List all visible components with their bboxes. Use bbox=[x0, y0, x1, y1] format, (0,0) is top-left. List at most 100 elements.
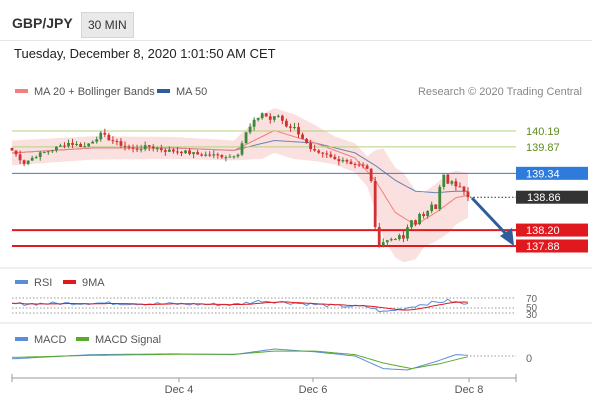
candle-body bbox=[46, 151, 50, 153]
candle-body bbox=[240, 143, 244, 155]
rsi-legend-label: RSI bbox=[34, 277, 52, 289]
candle-body bbox=[167, 149, 171, 152]
candle-body bbox=[204, 154, 208, 156]
candle-body bbox=[184, 150, 187, 154]
candle-body bbox=[22, 160, 26, 164]
candle-body bbox=[91, 141, 95, 144]
candle-body bbox=[426, 211, 430, 217]
candle-body bbox=[220, 155, 224, 158]
candle-body bbox=[345, 160, 349, 162]
candle-body bbox=[196, 152, 200, 155]
rsi-ma-line bbox=[11, 301, 469, 311]
arrow-head bbox=[500, 228, 514, 246]
candle-body bbox=[50, 150, 54, 152]
candle-body bbox=[224, 157, 228, 159]
ma50-legend-swatch bbox=[157, 89, 170, 93]
candle-body bbox=[216, 154, 220, 156]
candle-body bbox=[373, 180, 377, 228]
credit-label: Research © 2020 Trading Central bbox=[418, 86, 582, 98]
macd-legend-swatch bbox=[15, 337, 28, 341]
candle-body bbox=[385, 240, 389, 243]
support-label-box-2 bbox=[516, 239, 588, 253]
support-label-1: 138.20 bbox=[526, 225, 560, 237]
candle-body bbox=[26, 160, 30, 164]
ma20-legend-swatch bbox=[15, 89, 28, 93]
price-legend: MA 20 + Bollinger Bands MA 50 bbox=[15, 86, 207, 98]
candle-body bbox=[309, 143, 313, 149]
candle-body bbox=[450, 181, 454, 184]
candle-body bbox=[365, 165, 369, 169]
candle-body bbox=[276, 115, 280, 117]
chart-datetime: Tuesday, December 8, 2020 1:01:50 AM CET bbox=[14, 46, 276, 61]
candle-body bbox=[75, 144, 78, 146]
candle-body bbox=[305, 138, 308, 144]
candle-body bbox=[232, 156, 236, 158]
support-label-box-1 bbox=[516, 223, 588, 237]
rsi-tick-70: 70 bbox=[526, 294, 538, 305]
ma20-legend-label: MA 20 + Bollinger Bands bbox=[34, 86, 155, 98]
candle-body bbox=[353, 163, 357, 165]
candle-body bbox=[393, 239, 397, 241]
level-labels: 140.19 139.87 139.34 138.20 137.88 bbox=[516, 126, 588, 253]
candle-body bbox=[357, 164, 361, 166]
candle-body bbox=[402, 235, 405, 239]
candle-body bbox=[103, 132, 107, 135]
rsi-legend: RSI 9MA bbox=[15, 277, 105, 289]
candle-body bbox=[115, 141, 119, 143]
candle-body bbox=[87, 143, 91, 147]
timeframe-button[interactable]: 30 MIN bbox=[81, 12, 134, 38]
candle-body bbox=[248, 126, 252, 133]
candle-body bbox=[147, 145, 151, 147]
resistance-label-1: 140.19 bbox=[526, 126, 560, 138]
header-bar: GBP/JPY 30 MIN bbox=[0, 0, 592, 41]
candle-body bbox=[228, 156, 232, 158]
candle-body bbox=[135, 148, 139, 150]
candle-body bbox=[418, 213, 421, 225]
last-price-box bbox=[516, 190, 588, 204]
candle-body bbox=[430, 204, 434, 212]
macd-tick-0: 0 bbox=[526, 353, 532, 365]
pivot-label-box bbox=[516, 166, 588, 180]
macd-line bbox=[11, 348, 469, 371]
last-price-label: 138.86 bbox=[527, 192, 561, 204]
macd-signal-line bbox=[11, 350, 469, 370]
candle-body bbox=[434, 204, 438, 210]
candle-body bbox=[289, 126, 292, 128]
candle-body bbox=[410, 220, 413, 228]
candle-body bbox=[208, 154, 212, 156]
candle-body bbox=[34, 157, 38, 159]
candle-body bbox=[333, 156, 337, 160]
macd-legend: MACD MACD Signal bbox=[15, 334, 161, 346]
candle-body bbox=[442, 174, 446, 187]
candle-body bbox=[172, 149, 175, 152]
candle-body bbox=[54, 146, 58, 151]
candle-body bbox=[381, 242, 385, 246]
candle-body bbox=[59, 145, 62, 147]
candle-body bbox=[369, 168, 373, 181]
candle-body bbox=[325, 153, 329, 155]
candle-body bbox=[285, 120, 288, 127]
candle-body bbox=[268, 116, 272, 120]
candle-body bbox=[192, 152, 195, 154]
candle-body bbox=[143, 145, 147, 150]
candle-body bbox=[329, 154, 333, 157]
candle-body bbox=[111, 140, 115, 142]
candle-body bbox=[466, 191, 470, 198]
candles bbox=[10, 112, 470, 248]
x-axis-label-dec4: Dec 4 bbox=[165, 384, 194, 396]
candle-body bbox=[180, 151, 183, 154]
candle-body bbox=[38, 152, 42, 158]
macd-signal-legend-label: MACD Signal bbox=[95, 334, 161, 346]
candle-body bbox=[127, 146, 131, 148]
candle-body bbox=[256, 118, 260, 120]
candle-body bbox=[252, 119, 256, 127]
candle-body bbox=[79, 144, 83, 147]
macd-legend-label: MACD bbox=[34, 334, 66, 346]
candle-body bbox=[446, 174, 450, 184]
candle-body bbox=[14, 150, 18, 155]
candle-body bbox=[349, 161, 353, 164]
candle-body bbox=[321, 152, 325, 154]
macd-signal-legend-swatch bbox=[76, 337, 89, 341]
candle-body bbox=[462, 186, 466, 192]
